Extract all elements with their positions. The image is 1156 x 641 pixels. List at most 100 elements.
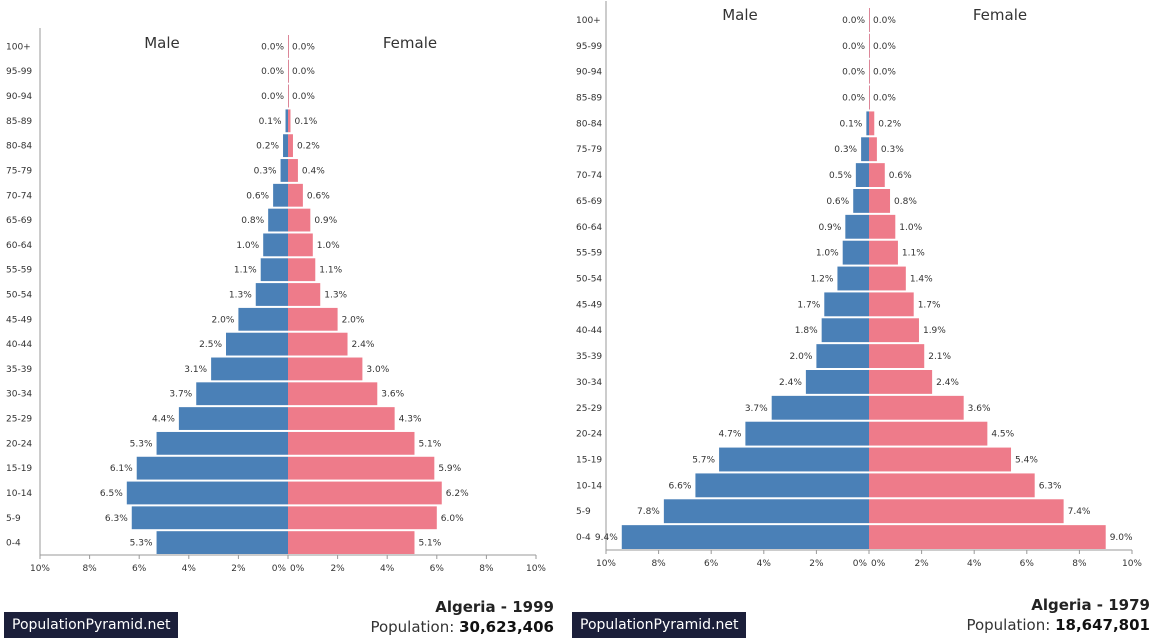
female-bar — [869, 292, 914, 317]
age-group-label: 55-59 — [6, 266, 32, 276]
x-tick-label: 4% — [967, 559, 982, 569]
age-group-label: 20-24 — [6, 439, 32, 449]
male-bar — [621, 525, 869, 549]
female-value-label: 3.6% — [381, 390, 404, 400]
female-value-label: 1.7% — [918, 300, 941, 310]
male-value-label: 0.5% — [829, 171, 852, 181]
female-bar — [869, 499, 1064, 524]
female-bar — [288, 407, 395, 430]
age-group-label: 100+ — [6, 42, 31, 52]
male-bar — [842, 240, 869, 265]
female-value-label: 5.1% — [418, 539, 441, 549]
male-bar — [196, 382, 288, 406]
female-bar — [869, 318, 919, 343]
male-bar — [861, 137, 869, 162]
male-bar — [283, 134, 288, 158]
female-value-label: 5.1% — [418, 439, 441, 449]
pyramid-chart-1999: Male Female 0-4 5.3% 5.1% 5-9 6.3% 6.0% 10-14 6.5… — [6, 28, 546, 574]
male-value-label: 1.3% — [229, 291, 252, 301]
female-value-label: 6.3% — [1039, 481, 1062, 491]
age-group-label: 45-49 — [6, 315, 32, 325]
female-value-label: 1.1% — [319, 266, 342, 276]
chart-title-1979: Algeria - 1979 — [1031, 596, 1150, 614]
male-value-label: 2.4% — [779, 378, 802, 388]
x-tick-label: 10% — [1122, 559, 1142, 569]
pyramid-chart-1979: Male Female 0-4 9.4% 9.0% 5-9 7.8% 7.4% 10-14 6.6… — [576, 1, 1142, 569]
population-value: 18,647,801 — [1055, 616, 1150, 634]
age-group-label: 80-84 — [6, 142, 32, 152]
age-group-label: 45-49 — [576, 300, 602, 310]
age-group-label: 55-59 — [576, 249, 602, 259]
male-bar — [136, 456, 288, 480]
male-bar — [156, 431, 288, 455]
female-bar — [288, 109, 291, 133]
female-bar — [288, 208, 311, 232]
male-value-label: 0.6% — [246, 191, 269, 201]
age-group-label: 25-29 — [576, 404, 602, 414]
age-group-label: 65-69 — [576, 197, 602, 207]
age-group-label: 80-84 — [576, 119, 602, 129]
x-tick-label: 2% — [231, 564, 246, 574]
male-bar — [745, 421, 869, 446]
male-value-label: 1.0% — [816, 249, 839, 259]
male-bar — [805, 370, 869, 394]
female-value-label: 0.6% — [307, 191, 330, 201]
male-value-label: 9.4% — [595, 533, 618, 543]
female-value-label: 3.0% — [366, 365, 389, 375]
brand-badge-1999[interactable]: PopulationPyramid.net — [4, 612, 179, 638]
male-value-label: 1.1% — [234, 266, 257, 276]
female-bar — [869, 240, 898, 265]
female-value-label: 0.4% — [302, 166, 325, 176]
female-bar — [869, 421, 988, 446]
male-bar — [238, 307, 288, 331]
x-tick-label: 10% — [526, 564, 546, 574]
male-value-label: 4.7% — [719, 430, 742, 440]
female-value-label: 0.0% — [873, 94, 896, 104]
age-group-label: 60-64 — [6, 241, 32, 251]
male-value-label: 0.0% — [261, 92, 284, 102]
male-bar — [263, 233, 288, 257]
female-bar — [869, 189, 891, 213]
female-value-label: 4.3% — [399, 415, 422, 425]
population-label: Population: — [370, 618, 455, 636]
population-label: Population: — [966, 616, 1051, 634]
female-bar — [869, 395, 964, 420]
male-bar — [663, 499, 869, 524]
female-bar — [288, 159, 298, 182]
female-value-label: 0.2% — [878, 119, 901, 129]
male-bar — [131, 506, 288, 530]
male-value-label: 6.1% — [110, 464, 133, 474]
x-tick-label: 8% — [82, 564, 97, 574]
female-bar — [288, 481, 442, 505]
female-bar — [869, 163, 885, 187]
female-bar — [288, 183, 303, 207]
male-value-label: 0.0% — [842, 42, 865, 52]
female-value-label: 0.0% — [292, 92, 315, 102]
female-value-label: 1.0% — [899, 223, 922, 233]
x-tick-label: 4% — [757, 559, 772, 569]
female-bar — [288, 332, 348, 356]
female-value-label: 2.4% — [936, 378, 959, 388]
age-group-label: 60-64 — [576, 223, 602, 233]
female-value-label: 0.6% — [889, 171, 912, 181]
female-bar — [288, 382, 378, 406]
x-tick-label: 0% — [290, 564, 305, 574]
male-bar — [771, 395, 869, 420]
male-bar — [824, 292, 869, 317]
x-tick-label: 8% — [651, 559, 666, 569]
male-value-label: 0.0% — [842, 68, 865, 78]
male-value-label: 3.1% — [184, 365, 207, 375]
male-header: Male — [144, 34, 180, 52]
female-value-label: 1.9% — [923, 326, 946, 336]
male-bar — [156, 531, 288, 554]
age-group-label: 15-19 — [576, 456, 602, 466]
x-tick-label: 2% — [809, 559, 824, 569]
male-value-label: 5.3% — [130, 539, 153, 549]
brand-badge-1979[interactable]: PopulationPyramid.net — [572, 612, 747, 638]
male-value-label: 5.7% — [692, 456, 715, 466]
female-bar — [288, 258, 316, 282]
age-group-label: 100+ — [576, 16, 601, 26]
female-value-label: 1.4% — [910, 275, 933, 285]
female-value-label: 1.3% — [324, 291, 347, 301]
male-value-label: 2.0% — [212, 315, 235, 325]
